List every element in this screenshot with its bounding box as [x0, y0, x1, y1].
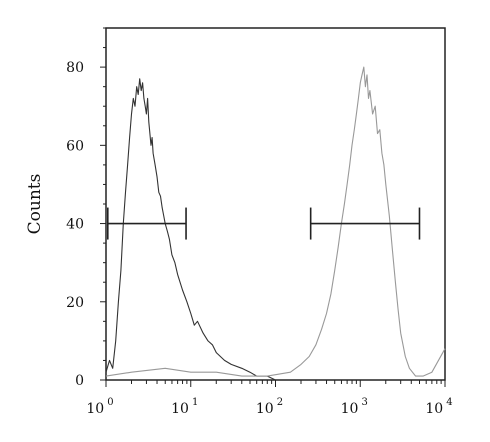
y-axis-ticks: 0 20 40 60 80: [66, 27, 106, 389]
plot-frame: [105, 27, 446, 381]
x-tick-label: 10 4: [425, 397, 452, 417]
gate-marker-1: [106, 207, 187, 240]
y-tick-label: 60: [66, 138, 84, 154]
x-tick-label: 10 2: [256, 397, 283, 417]
x-tick-label: 10 0: [86, 397, 113, 417]
y-tick-label: 20: [66, 295, 84, 311]
y-tick-label: 40: [66, 217, 84, 233]
series-layer: [105, 66, 446, 381]
series-line-1: [105, 78, 276, 381]
y-tick-label: 0: [75, 373, 84, 389]
x-axis-ticks: 10 0 10 1 10 2 10 3 10 4: [86, 380, 453, 417]
y-axis-title: Counts: [25, 174, 45, 235]
y-tick-label: 80: [66, 60, 84, 76]
x-tick-label: 10 1: [171, 397, 198, 417]
series-line-2: [105, 66, 446, 377]
x-tick-label: 10 3: [341, 397, 368, 417]
gate-marker-2: [309, 207, 421, 240]
gate-layer: [106, 207, 421, 240]
